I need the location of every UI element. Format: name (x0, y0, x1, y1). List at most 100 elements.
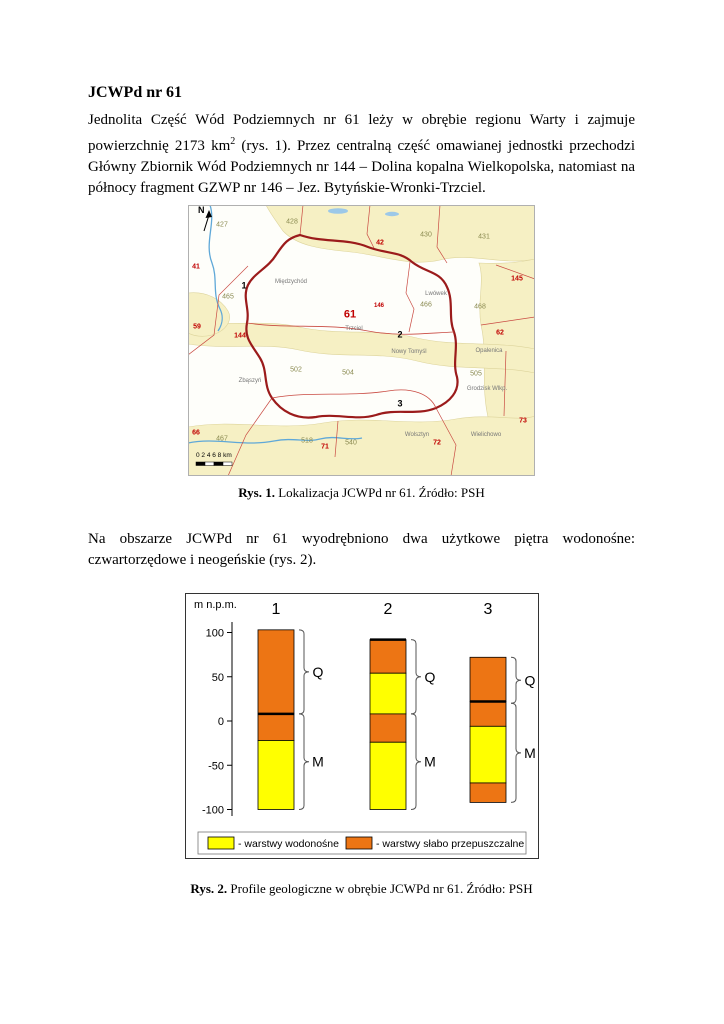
stratum-brace (510, 656, 521, 704)
map-label: 431 (478, 233, 490, 241)
map-label: Nowy Tomyśl (391, 349, 427, 355)
map-label: Trzciel (345, 326, 363, 332)
map-label: 73 (519, 417, 527, 425)
profile-segment-wodonosne (369, 741, 406, 810)
legend-label: - warstwy wodonośne (238, 838, 339, 850)
north-label: N (198, 205, 205, 215)
document-page: JCWPd nr 61 Jednolita Część Wód Podziemn… (88, 84, 635, 897)
legend-label: - warstwy słabo przepuszczalne (376, 838, 524, 850)
y-axis-tick-label: -50 (208, 760, 224, 772)
figure-1-map: N 0 2 4 6 8 km 427 428 430 431 42 41 465 1 Międz… (188, 205, 535, 476)
map-label: 467 (216, 435, 228, 443)
map-label: Grodzisk Wlkp. (466, 386, 508, 392)
map-label: Opalenica (475, 348, 503, 354)
y-axis-tick-label: 0 (217, 716, 223, 728)
map-label: 59 (193, 323, 201, 331)
stratum-brace (410, 713, 421, 810)
north-arrow-icon (203, 210, 212, 232)
profile-segment-slabo (257, 713, 294, 741)
map-border (188, 205, 535, 476)
stratum-label: M (424, 754, 436, 770)
figure-1-caption-text: Lokalizacja JCWPd nr 61. Źródło: PSH (274, 485, 485, 500)
profile-segment-slabo (369, 639, 406, 674)
profile-segment-slabo (369, 713, 406, 743)
map-label: 504 (342, 369, 354, 377)
map-label: 505 (470, 370, 482, 378)
map-label: Międzychód (274, 279, 308, 285)
paragraph-1-text: Jednolita Część Wód Podziemnych nr 61 le… (88, 112, 635, 154)
map-label: 430 (420, 231, 432, 239)
map-label: 146 (373, 303, 385, 309)
stratum-brace (298, 713, 309, 810)
map-label: 502 (290, 366, 302, 374)
map-label: 66 (192, 429, 200, 437)
legend-box (197, 831, 526, 855)
profile-segment-wodonosne (469, 725, 506, 784)
stratum-brace (510, 702, 521, 803)
profile-segment-wodonosne (369, 672, 406, 715)
map-label: 62 (496, 329, 504, 337)
map-label: 42 (376, 239, 384, 247)
figure-2-caption: Rys. 2. Profile geologiczne w obrębie JC… (88, 881, 635, 897)
legend-swatch-slabo (345, 836, 372, 850)
y-axis-tick-label: -100 (201, 805, 223, 817)
stratum-label: Q (312, 664, 323, 680)
map-label: 61 (343, 308, 357, 321)
stratum-label: M (524, 745, 536, 761)
paragraph-1: Jednolita Część Wód Podziemnych nr 61 le… (88, 110, 635, 199)
y-axis-tick-label: 100 (205, 628, 223, 640)
legend-swatch-wodonosne (207, 836, 234, 850)
map-aquifer-areas (188, 205, 535, 476)
map-label: 468 (474, 303, 486, 311)
map-label: 71 (321, 443, 329, 451)
map-label: 465 (222, 293, 234, 301)
map-label: 144 (234, 332, 246, 340)
map-label: Lwówek (425, 291, 447, 297)
profile-number: 3 (483, 601, 492, 618)
map-label: 427 (216, 221, 228, 229)
stratum-label: M (312, 754, 324, 770)
map-label: Zbąszyń (238, 378, 262, 384)
stratum-brace (298, 629, 309, 715)
stratum-brace (410, 639, 421, 715)
km2-superscript: 2 (230, 136, 236, 147)
figure-2-profiles: m n.p.m. 100 50 0 -50 -100 1 Q M 2 Q M 3 Q M - warstwy … (184, 593, 539, 859)
scale-bar (195, 461, 233, 466)
stratum-label: Q (524, 672, 535, 688)
figure-2-caption-text: Profile geologiczne w obrębie JCWPd nr 6… (227, 881, 533, 896)
map-label: 466 (420, 301, 432, 309)
map-label: 540 (345, 439, 357, 447)
figure-1-caption: Rys. 1. Lokalizacja JCWPd nr 61. Źródło:… (88, 485, 635, 501)
map-label: 41 (192, 263, 200, 271)
profiles-canvas: m n.p.m. 100 50 0 -50 -100 1 Q M 2 Q M 3 Q M - warstwy … (194, 599, 536, 855)
map-rivers (188, 205, 399, 444)
map-label: 518 (301, 437, 313, 445)
figure-1-caption-number: Rys. 1. (238, 485, 275, 500)
map-label: 3 (397, 398, 403, 409)
map-minor-boundaries (188, 205, 535, 476)
paragraph-2: Na obszarze JCWPd nr 61 wyodrębniono dwa… (88, 531, 635, 568)
profile-number: 2 (383, 601, 392, 618)
map-label: 428 (286, 218, 298, 226)
document-title: JCWPd nr 61 (88, 84, 182, 101)
profile-segment-slabo (469, 701, 506, 727)
map-canvas (188, 205, 535, 476)
map-label: 2 (397, 329, 403, 340)
profile-segment-wodonosne (257, 740, 294, 810)
profile-number: 1 (271, 601, 280, 618)
figure-2-caption-number: Rys. 2. (190, 881, 228, 896)
paragraph-1-rest: (rys. 1). Przez centralną część omawiane… (88, 138, 635, 196)
map-label: 1 (241, 280, 247, 291)
profile-segment-slabo (469, 656, 506, 702)
y-axis-unit: m n.p.m. (194, 599, 237, 611)
scale-bar-label: 0 2 4 6 8 km (196, 452, 232, 459)
jcwpd-61-boundary (244, 233, 459, 419)
map-label: Wolsztyn (404, 432, 430, 438)
y-axis-tick-label: 50 (211, 672, 223, 684)
map-label: Wielichowo (470, 432, 502, 438)
map-label: 72 (433, 439, 441, 447)
map-label: 145 (511, 275, 523, 283)
profile-segment-slabo (469, 782, 506, 803)
stratum-label: Q (424, 669, 435, 685)
profile-segment-slabo (257, 629, 294, 715)
